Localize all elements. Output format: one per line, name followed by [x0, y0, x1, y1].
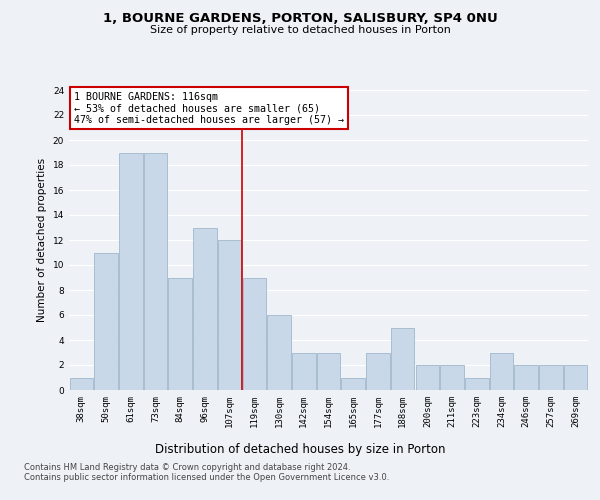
Bar: [391, 328, 415, 390]
Bar: [193, 228, 217, 390]
Bar: [70, 378, 93, 390]
Text: Contains public sector information licensed under the Open Government Licence v3: Contains public sector information licen…: [24, 472, 389, 482]
Bar: [169, 278, 192, 390]
Text: 1, BOURNE GARDENS, PORTON, SALISBURY, SP4 0NU: 1, BOURNE GARDENS, PORTON, SALISBURY, SP…: [103, 12, 497, 26]
Text: 1 BOURNE GARDENS: 116sqm
← 53% of detached houses are smaller (65)
47% of semi-d: 1 BOURNE GARDENS: 116sqm ← 53% of detach…: [74, 92, 344, 124]
Bar: [514, 365, 538, 390]
Y-axis label: Number of detached properties: Number of detached properties: [37, 158, 47, 322]
Bar: [292, 352, 316, 390]
Bar: [366, 352, 389, 390]
Bar: [242, 278, 266, 390]
Bar: [119, 152, 143, 390]
Bar: [268, 315, 291, 390]
Bar: [539, 365, 563, 390]
Bar: [94, 252, 118, 390]
Bar: [416, 365, 439, 390]
Bar: [490, 352, 513, 390]
Bar: [341, 378, 365, 390]
Bar: [218, 240, 241, 390]
Bar: [440, 365, 464, 390]
Bar: [317, 352, 340, 390]
Bar: [465, 378, 488, 390]
Text: Contains HM Land Registry data © Crown copyright and database right 2024.: Contains HM Land Registry data © Crown c…: [24, 462, 350, 471]
Bar: [564, 365, 587, 390]
Text: Size of property relative to detached houses in Porton: Size of property relative to detached ho…: [149, 25, 451, 35]
Text: Distribution of detached houses by size in Porton: Distribution of detached houses by size …: [155, 442, 445, 456]
Bar: [144, 152, 167, 390]
